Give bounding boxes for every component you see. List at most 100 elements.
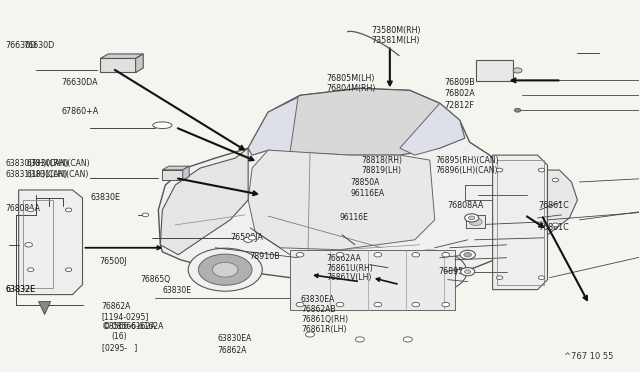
Circle shape <box>464 253 472 257</box>
Polygon shape <box>161 148 248 255</box>
Polygon shape <box>248 150 435 250</box>
Circle shape <box>552 178 559 182</box>
Circle shape <box>393 250 467 293</box>
Circle shape <box>442 253 449 257</box>
Circle shape <box>552 223 559 227</box>
Circle shape <box>465 270 471 273</box>
Text: [0295-   ]: [0295- ] <box>102 343 137 352</box>
Text: 63832E: 63832E <box>6 285 36 294</box>
Text: 76865Q: 76865Q <box>140 275 170 284</box>
Text: 63830E: 63830E <box>163 286 191 295</box>
Polygon shape <box>248 89 465 155</box>
Polygon shape <box>547 170 577 235</box>
Polygon shape <box>493 155 547 290</box>
Polygon shape <box>163 170 183 180</box>
Text: 63830(RH)(CAN): 63830(RH)(CAN) <box>6 159 69 168</box>
Text: 76861Q(RH): 76861Q(RH) <box>301 315 348 324</box>
Text: 63830E: 63830E <box>90 193 120 202</box>
Bar <box>476 60 513 81</box>
Polygon shape <box>163 166 189 170</box>
Text: 78910B: 78910B <box>250 252 280 261</box>
Circle shape <box>403 256 456 287</box>
Polygon shape <box>400 103 465 155</box>
Circle shape <box>461 267 475 276</box>
Circle shape <box>374 302 381 307</box>
Text: 76862A: 76862A <box>218 346 247 355</box>
Text: 63831(LH)(CAN): 63831(LH)(CAN) <box>6 170 68 179</box>
Circle shape <box>296 302 304 307</box>
Text: 08566-6162A: 08566-6162A <box>104 322 156 331</box>
Text: 76862AA: 76862AA <box>326 254 361 263</box>
Text: 76895(RH)(CAN): 76895(RH)(CAN) <box>435 156 499 165</box>
Circle shape <box>198 254 252 285</box>
Polygon shape <box>100 58 136 73</box>
Circle shape <box>336 302 344 307</box>
Text: 76809B: 76809B <box>445 78 476 87</box>
Polygon shape <box>158 89 522 282</box>
Circle shape <box>28 208 34 212</box>
Circle shape <box>497 276 503 279</box>
Text: 96116E: 96116E <box>339 213 368 222</box>
Circle shape <box>465 214 479 222</box>
Circle shape <box>248 235 256 240</box>
Bar <box>466 215 485 228</box>
Text: 73580M(RH): 73580M(RH) <box>371 26 420 35</box>
Polygon shape <box>100 54 143 58</box>
Circle shape <box>65 268 72 272</box>
Bar <box>22 200 52 288</box>
Text: 67860+A: 67860+A <box>61 108 99 116</box>
Text: 63832E: 63832E <box>6 285 36 294</box>
Bar <box>290 250 454 310</box>
Text: 76862A: 76862A <box>102 302 131 311</box>
Text: 78819(LH): 78819(LH) <box>362 166 401 175</box>
Text: 96116EA: 96116EA <box>351 189 385 198</box>
Circle shape <box>417 264 442 279</box>
Circle shape <box>305 332 314 337</box>
Text: 76630DA: 76630DA <box>61 78 98 87</box>
Circle shape <box>412 302 420 307</box>
Text: 76805M(LH): 76805M(LH) <box>326 74 375 83</box>
Circle shape <box>513 68 522 73</box>
Text: 76808AA: 76808AA <box>448 201 484 210</box>
Circle shape <box>355 337 364 342</box>
Circle shape <box>244 237 253 243</box>
Circle shape <box>468 216 475 220</box>
Text: 76808AA: 76808AA <box>6 204 41 213</box>
Circle shape <box>336 253 344 257</box>
Text: [1194-0295]: [1194-0295] <box>102 312 149 321</box>
Text: 76896(LH)(CAN): 76896(LH)(CAN) <box>435 166 497 175</box>
Text: 76895G: 76895G <box>438 267 470 276</box>
Text: 76861R(LH): 76861R(LH) <box>301 325 346 334</box>
Circle shape <box>442 302 449 307</box>
Text: 76630D: 76630D <box>6 41 37 50</box>
Text: 76802A: 76802A <box>445 89 476 98</box>
Circle shape <box>469 218 482 225</box>
Circle shape <box>374 253 381 257</box>
Text: 76804M(RH): 76804M(RH) <box>326 84 376 93</box>
Bar <box>497 160 543 285</box>
Polygon shape <box>183 166 189 180</box>
Text: ^767 10 55: ^767 10 55 <box>564 352 614 361</box>
Text: 76500J: 76500J <box>100 257 127 266</box>
Polygon shape <box>19 190 83 295</box>
Text: 73581M(LH): 73581M(LH) <box>371 36 420 45</box>
Text: 63830EA: 63830EA <box>218 334 252 343</box>
Text: 76630D: 76630D <box>23 41 54 50</box>
Circle shape <box>25 243 33 247</box>
Text: 76861C: 76861C <box>538 223 569 232</box>
Circle shape <box>497 168 503 172</box>
Text: 63831(LH)(CAN): 63831(LH)(CAN) <box>26 170 88 179</box>
Text: 78850A: 78850A <box>351 178 380 187</box>
Text: (16): (16) <box>111 332 127 341</box>
Circle shape <box>538 168 545 172</box>
Text: 72812F: 72812F <box>445 101 474 110</box>
Text: 76861U(RH): 76861U(RH) <box>326 264 373 273</box>
Text: © 08566-6162A: © 08566-6162A <box>102 322 163 331</box>
Circle shape <box>515 108 521 112</box>
Polygon shape <box>136 54 143 73</box>
Text: 76861V(LH): 76861V(LH) <box>326 273 372 282</box>
Text: 76862AB: 76862AB <box>301 305 335 314</box>
Text: 63830(RH)(CAN): 63830(RH)(CAN) <box>26 159 90 168</box>
Circle shape <box>188 248 262 291</box>
Circle shape <box>65 208 72 212</box>
